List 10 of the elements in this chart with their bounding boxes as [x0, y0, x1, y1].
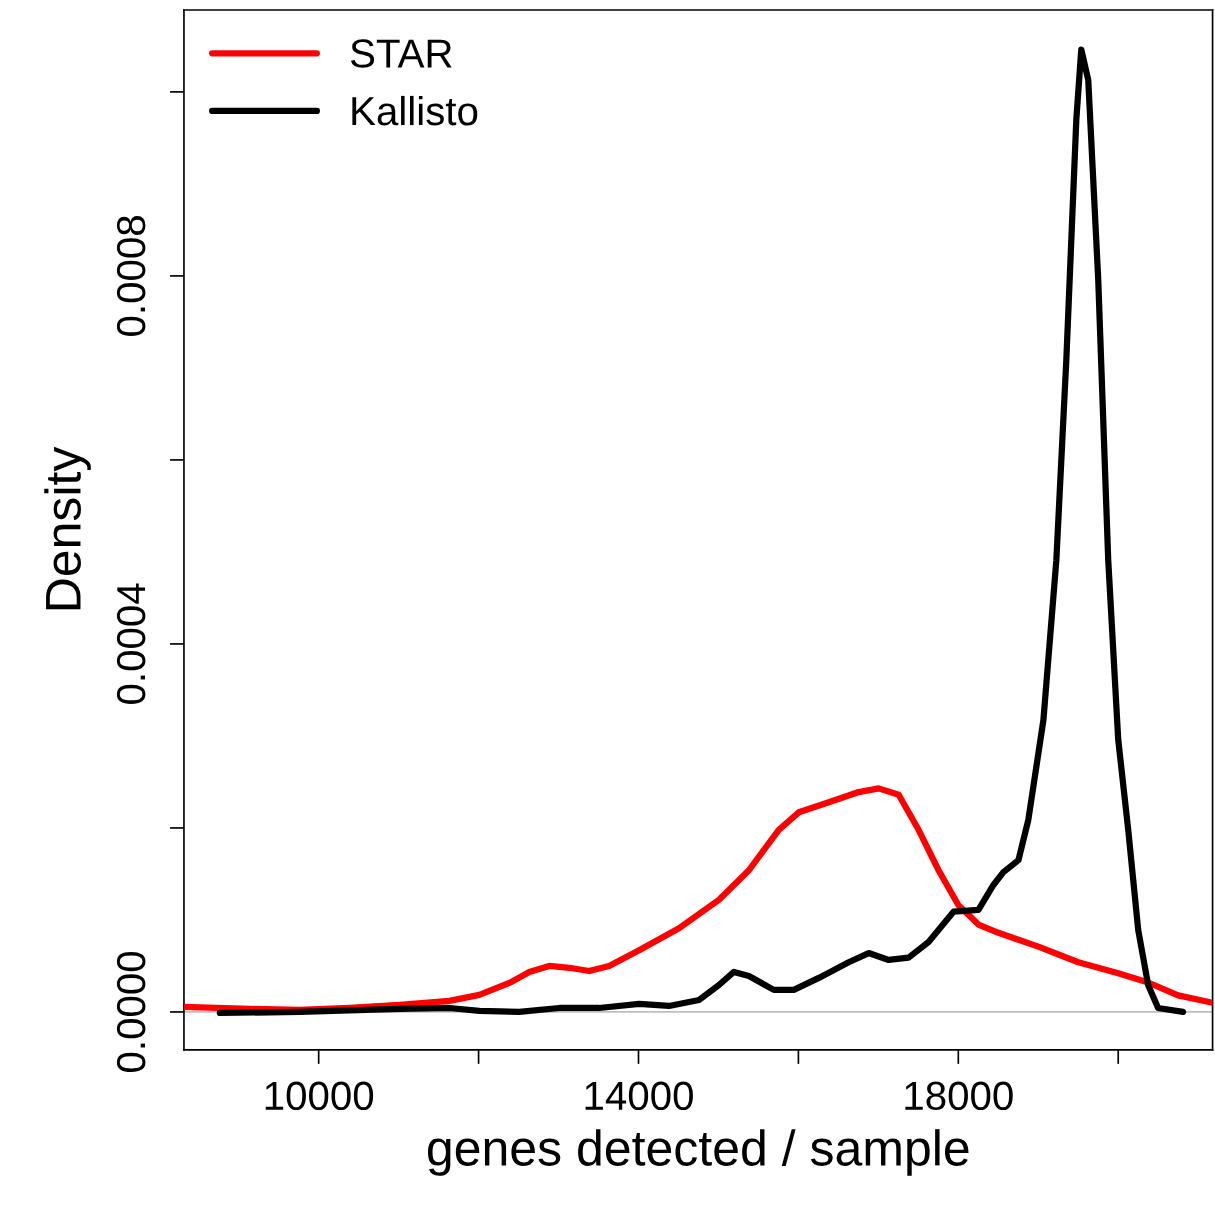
y-tick-label: 0.0000 — [116, 951, 146, 1072]
legend-label: Kallisto — [352, 95, 478, 126]
legend-label: STAR — [350, 39, 452, 68]
x-tick-label: 18000 — [905, 1081, 1013, 1111]
x-tick-label: 14000 — [585, 1081, 693, 1111]
x-axis-title: genes detected / sample — [427, 1129, 969, 1176]
y-tick-label: 0.0004 — [116, 583, 146, 704]
x-tick-label: 10000 — [265, 1081, 374, 1111]
y-axis-title: Density — [44, 446, 91, 610]
y-tick-label: 0.0008 — [116, 216, 146, 336]
